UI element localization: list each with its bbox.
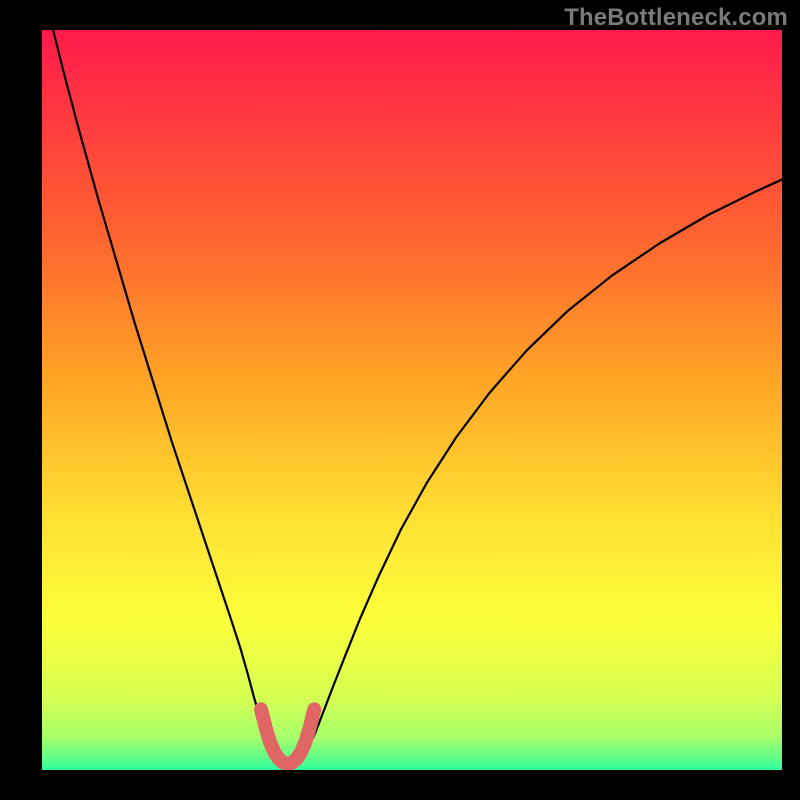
figure-root: TheBottleneck.com [0, 0, 800, 800]
watermark-text: TheBottleneck.com [564, 4, 788, 32]
bottleneck-chart [0, 0, 800, 800]
plot-background [42, 30, 782, 770]
